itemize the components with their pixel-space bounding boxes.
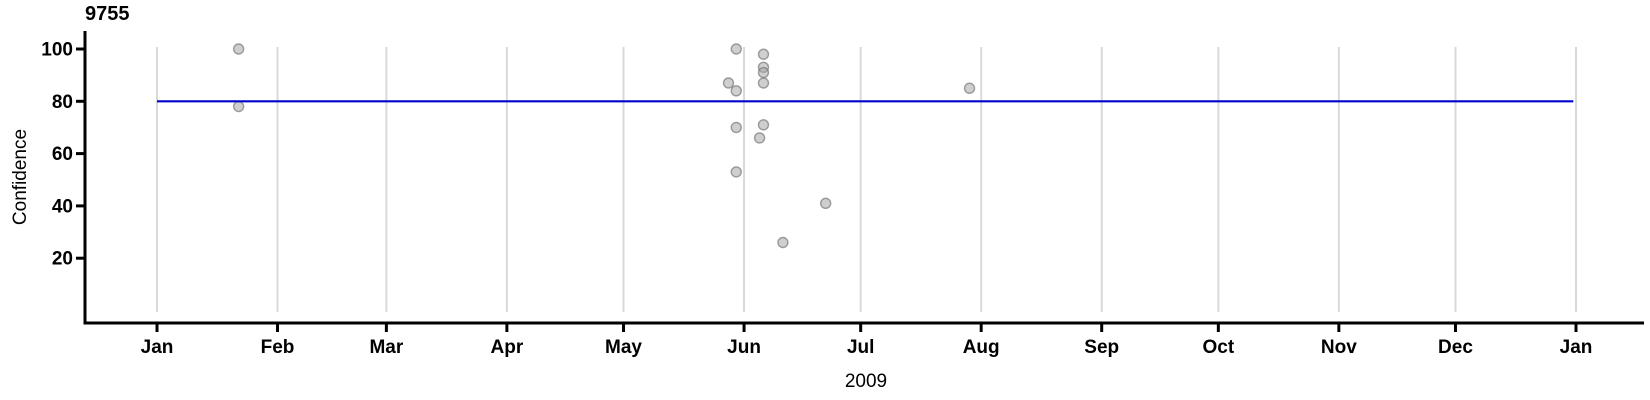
data-point: [722, 77, 735, 89]
y-tick-label: 100: [41, 40, 73, 61]
y-tick-label: 80: [52, 92, 73, 113]
x-tick-label: Nov: [1321, 337, 1357, 358]
y-tick-label: 60: [52, 144, 73, 165]
x-tick-label: Dec: [1438, 337, 1473, 358]
x-tick-label: Jun: [727, 337, 761, 358]
y-tick-label: 40: [52, 196, 73, 217]
x-axis-year-label: 2009: [844, 371, 888, 392]
data-point: [730, 121, 742, 134]
data-point: [753, 132, 766, 144]
x-tick-label: Mar: [369, 337, 403, 358]
data-point: [232, 43, 245, 55]
x-tick-label: Feb: [261, 337, 295, 358]
y-tick-label: 20: [52, 249, 73, 270]
data-point: [777, 236, 789, 249]
data-point: [730, 85, 742, 97]
x-tick-label: Oct: [1202, 337, 1234, 358]
data-point: [757, 66, 770, 79]
data-point: [730, 43, 742, 55]
x-tick-label: Aug: [963, 337, 1000, 358]
data-point: [757, 119, 770, 131]
x-tick-label: Jan: [141, 337, 174, 358]
chart-title: 9755: [85, 3, 130, 25]
x-tick-label: Jul: [847, 337, 874, 358]
data-point: [963, 82, 976, 94]
data-point: [232, 100, 245, 113]
data-point: [730, 166, 742, 178]
x-tick-label: May: [605, 337, 642, 358]
x-tick-label: Apr: [491, 337, 524, 358]
data-point: [819, 197, 832, 209]
data-point: [757, 48, 770, 60]
x-tick-label: Sep: [1084, 337, 1119, 358]
x-tick-label: Jan: [1560, 337, 1593, 358]
data-point: [757, 77, 770, 89]
